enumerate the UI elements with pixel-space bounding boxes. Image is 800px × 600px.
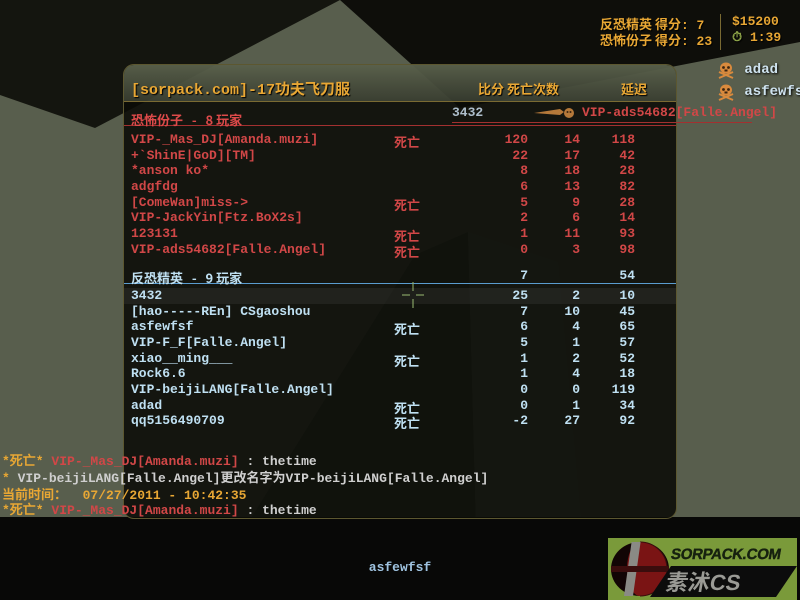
svg-text:素沭CS: 素沭CS [664, 565, 744, 597]
svg-text:SORPACK.COM: SORPACK.COM [670, 546, 783, 563]
